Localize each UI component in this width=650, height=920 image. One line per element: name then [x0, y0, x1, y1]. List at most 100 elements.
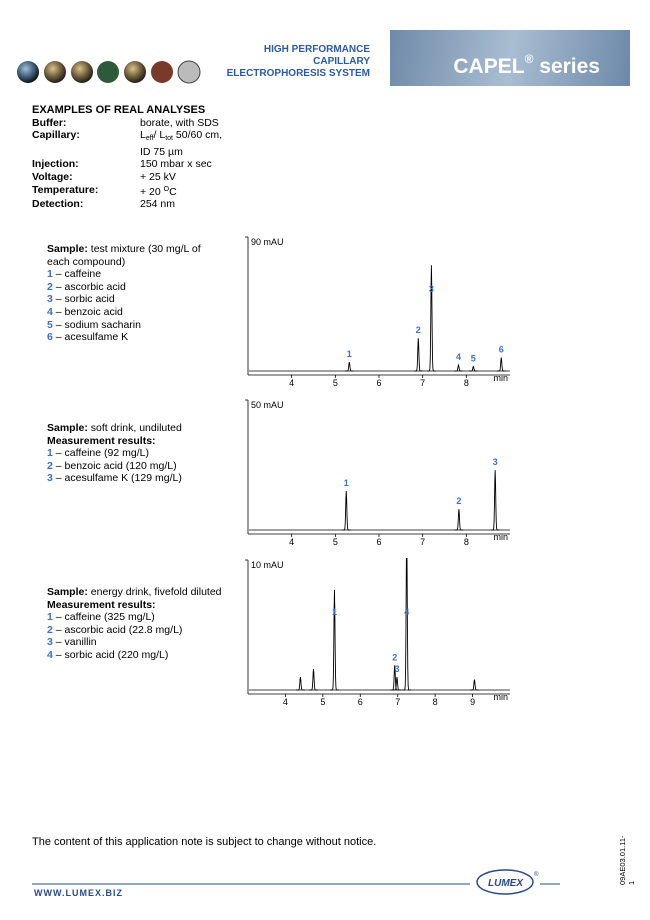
text: / L	[153, 129, 166, 142]
compound-name: – caffeine (325 mg/L)	[52, 611, 155, 624]
peak	[309, 669, 318, 691]
condition-label: Detection:	[32, 198, 84, 211]
peak-label: 3	[394, 664, 399, 674]
logo: LUMEX	[488, 878, 524, 889]
header-line: CAPILLARY	[313, 56, 370, 67]
x-tick-label: 5	[333, 537, 338, 547]
condition-label: Injection:	[32, 158, 79, 171]
x-tick-label: 9	[470, 697, 475, 707]
compound-name: – ascorbic acid	[52, 280, 126, 293]
peak-label: 1	[344, 478, 349, 488]
peak-label: 4	[404, 607, 409, 617]
sample-line: Sample: soft drink, undiluted	[47, 422, 222, 435]
brand: CAPEL® series	[453, 52, 600, 79]
electropherogram: 50 mAU 4 5 6 7 8 min 1 2 3	[245, 399, 510, 547]
peak-label: 1	[347, 349, 352, 359]
peak-label: 2	[416, 325, 421, 335]
header-line: HIGH PERFORMANCE	[263, 44, 370, 55]
brand-box: CAPEL® series	[390, 30, 630, 86]
brand-mark: ®	[524, 52, 534, 66]
compound-name: – ascorbic acid (22.8 mg/L)	[52, 623, 183, 636]
superscript: O	[163, 185, 170, 193]
compound-number: 5	[47, 318, 53, 331]
sample-text: test mixture (30 mg/L of each compound)	[47, 243, 201, 268]
x-tick-label: 8	[464, 378, 469, 388]
condition-value: 150 mbar x sec	[140, 158, 212, 171]
compound-name: – sorbic acid	[52, 293, 115, 306]
icon	[71, 61, 93, 83]
y-tick-label: 90 mAU	[251, 237, 284, 247]
x-tick-label: 4	[289, 537, 294, 547]
sample-line: Sample: test mixture (30 mg/L of each co…	[47, 243, 222, 268]
x-tick-label: 8	[433, 697, 438, 707]
compound: 4 – sorbic acid (220 mg/L)	[47, 649, 222, 662]
compound-number: 3	[47, 472, 53, 485]
peak	[402, 558, 412, 691]
results-heading: Measurement results:	[47, 598, 156, 611]
x-tick-label: 5	[320, 697, 325, 707]
compound-name: – benzoic acid	[52, 305, 123, 318]
y-tick-label: 10 mAU	[251, 560, 284, 570]
compound-number: 6	[47, 331, 53, 344]
icon	[124, 61, 146, 83]
x-unit: min	[493, 532, 508, 542]
website: WWW.LUMEX.BIZ	[34, 888, 123, 898]
x-unit: min	[493, 692, 508, 702]
sample-line: Sample: energy drink, fivefold diluted	[47, 586, 222, 599]
peak	[330, 589, 339, 691]
compound-name: – acesulfame K	[52, 331, 129, 344]
x-tick-label: 4	[283, 697, 288, 707]
compound: 6 – acesulfame K	[47, 331, 222, 344]
condition-value: borate, with SDS	[140, 116, 219, 129]
compound-number: 2	[47, 280, 53, 293]
peak	[468, 365, 478, 372]
sample-text: energy drink, fivefold diluted	[87, 586, 222, 598]
icon	[151, 61, 173, 83]
compound-number: 1	[47, 611, 53, 624]
x-tick-label: 6	[376, 378, 381, 388]
condition-label: Temperature:	[32, 183, 99, 196]
compound-number: 4	[47, 648, 53, 661]
condition-value: 254 nm	[140, 198, 176, 211]
compound-name: – benzoic acid (120 mg/L)	[52, 459, 177, 472]
footer-note: The content of this application note is …	[32, 836, 377, 848]
logo-mark: ®	[534, 871, 539, 878]
compound: 1 – caffeine (325 mg/L)	[47, 611, 222, 624]
condition-row: Capillary: Leff/ Ltot 50/60 cm, ID 75 µm	[32, 129, 222, 158]
x-tick-label: 8	[464, 537, 469, 547]
condition-label: Voltage:	[32, 170, 73, 183]
x-tick-label: 5	[333, 378, 338, 388]
condition-row: Voltage: + 25 kV	[32, 171, 222, 184]
text: 50/60 cm,	[172, 129, 223, 142]
compound-name: – caffeine (92 mg/L)	[52, 447, 149, 460]
compound: 1 – caffeine (92 mg/L)	[47, 447, 222, 460]
header-title: HIGH PERFORMANCE CAPILLARY ELECTROPHORES…	[227, 44, 370, 80]
compound: 3 – vanillin	[47, 636, 222, 649]
condition-row: Detection: 254 nm	[32, 198, 222, 211]
condition-value: + 25 kV	[140, 170, 176, 183]
subscript: tot	[165, 135, 173, 143]
conditions-heading: EXAMPLES OF REAL ANALYSES	[32, 104, 206, 116]
logo-swoosh	[476, 869, 534, 895]
text: L	[140, 129, 146, 142]
peak	[470, 679, 479, 691]
compound-number: 1	[47, 268, 53, 281]
compound: 3 – sorbic acid	[47, 293, 222, 306]
peak	[341, 490, 351, 531]
condition-label: Buffer:	[32, 116, 67, 129]
compound-number: 2	[47, 459, 53, 472]
x-tick-label: 4	[289, 378, 294, 388]
x-tick-label: 7	[420, 537, 425, 547]
brand-name: CAPEL	[453, 55, 525, 78]
sample-label: Sample:	[47, 243, 88, 255]
peak	[490, 470, 500, 531]
condition-value: + 20 OC	[140, 184, 177, 199]
header-line: ELECTROPHORESIS SYSTEM	[226, 68, 370, 79]
condition-value: Leff/ Ltot 50/60 cm, ID 75 µm	[140, 129, 222, 158]
compound-name: – vanillin	[52, 636, 97, 649]
peak-label: 3	[429, 284, 434, 294]
peak	[454, 363, 463, 372]
compound: 2 – ascorbic acid	[47, 281, 222, 294]
